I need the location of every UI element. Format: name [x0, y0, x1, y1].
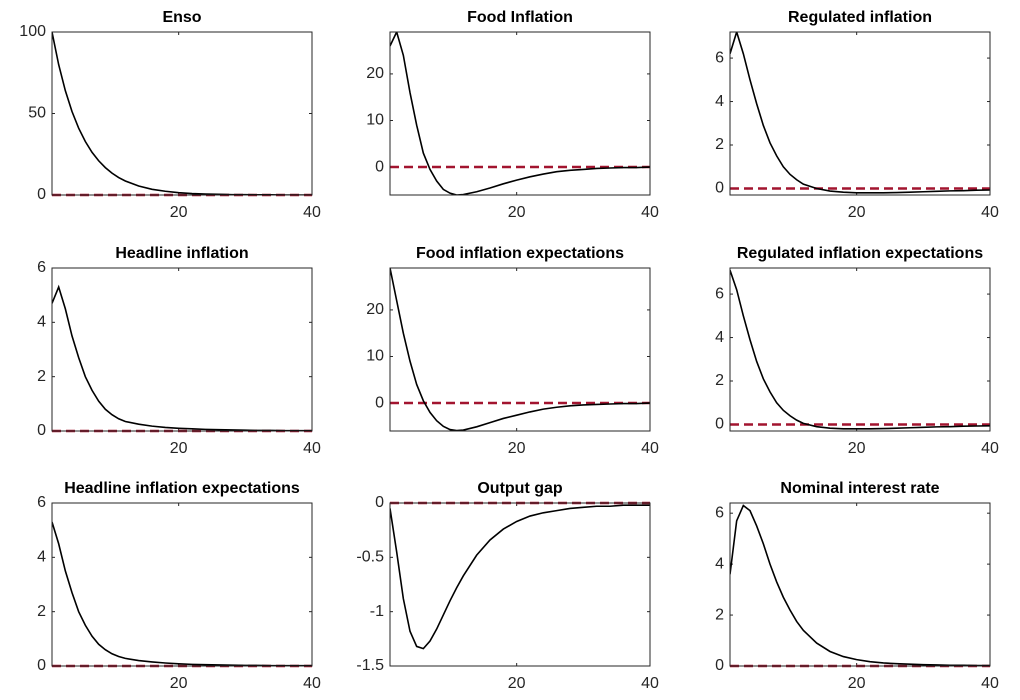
x-tick-label: 20 [508, 204, 526, 221]
axes-box [729, 267, 991, 432]
panel: Output gap -1.5 -1 -0.5 0 20 40 [356, 480, 659, 692]
panel-title: Headline inflation [115, 245, 248, 262]
panel: Food inflation expectations 0 10 20 20 40 [366, 245, 659, 457]
y-tick-label: 0 [715, 657, 724, 674]
response-line [730, 32, 990, 194]
y-tick-label: 0 [37, 422, 46, 439]
axes-box [389, 267, 651, 432]
panel-title: Regulated inflation expectations [737, 245, 983, 262]
y-tick-label: 0 [37, 186, 46, 203]
x-tick-label: 40 [303, 440, 321, 457]
y-tick-label: -1 [370, 603, 384, 620]
y-tick-label: 6 [715, 504, 724, 521]
x-tick-label: 20 [848, 204, 866, 221]
panel: Nominal interest rate 0 2 4 6 20 40 [715, 480, 999, 692]
x-tick-label: 20 [848, 440, 866, 457]
y-tick-label: 50 [28, 105, 46, 122]
y-tick-label: 0 [37, 657, 46, 674]
x-tick-label: 40 [303, 675, 321, 692]
axes-box [51, 31, 313, 196]
x-tick-label: 40 [641, 440, 659, 457]
response-line [730, 269, 990, 430]
response-line [390, 504, 650, 650]
panel: Headline inflation expectations 0 2 4 6 20 40 [37, 480, 321, 692]
panel-title: Output gap [477, 480, 563, 497]
y-tick-label: 6 [715, 49, 724, 66]
x-tick-label: 20 [170, 440, 188, 457]
panel-title: Enso [162, 9, 201, 26]
y-tick-label: 4 [715, 93, 724, 110]
axes-box [51, 502, 313, 667]
panel-title: Food Inflation [467, 9, 573, 26]
y-tick-label: 2 [715, 372, 724, 389]
x-tick-label: 40 [981, 440, 999, 457]
x-tick-label: 20 [508, 440, 526, 457]
panel: Regulated inflation expectations 0 2 4 6 20 40 [715, 245, 999, 457]
response-line [52, 521, 312, 666]
panel: Food Inflation 0 10 20 20 40 [366, 9, 659, 221]
y-tick-label: 0 [375, 394, 384, 411]
y-tick-label: 20 [366, 301, 384, 318]
y-tick-label: 6 [37, 259, 46, 276]
response-line [52, 32, 312, 195]
panel-title: Food inflation expectations [416, 245, 624, 262]
y-tick-label: -1.5 [356, 657, 384, 674]
y-tick-label: 6 [37, 494, 46, 511]
x-tick-label: 20 [170, 675, 188, 692]
axes-box [51, 267, 313, 432]
x-tick-label: 40 [641, 675, 659, 692]
panel: Enso 0 50 100 20 40 [19, 9, 321, 221]
y-tick-label: 4 [37, 549, 46, 566]
y-tick-label: 10 [366, 348, 384, 365]
axes-box [389, 31, 651, 196]
panel-title: Headline inflation expectations [64, 480, 300, 497]
y-tick-label: -0.5 [356, 549, 384, 566]
y-tick-label: 100 [19, 23, 46, 40]
panel-title: Nominal interest rate [780, 480, 939, 497]
y-tick-label: 0 [375, 158, 384, 175]
response-line [390, 268, 650, 431]
panel: Headline inflation 0 2 4 6 20 40 [37, 245, 321, 457]
y-tick-label: 4 [37, 314, 46, 331]
y-tick-label: 0 [715, 416, 724, 433]
y-tick-label: 20 [366, 65, 384, 82]
y-tick-label: 2 [715, 136, 724, 153]
y-tick-label: 6 [715, 285, 724, 302]
x-tick-label: 20 [508, 675, 526, 692]
x-tick-label: 20 [848, 675, 866, 692]
y-tick-label: 4 [715, 555, 724, 572]
y-tick-label: 4 [715, 329, 724, 346]
axes-box [729, 31, 991, 196]
y-tick-label: 2 [37, 368, 46, 385]
y-tick-label: 2 [715, 606, 724, 623]
response-line [730, 504, 990, 666]
x-tick-label: 40 [641, 204, 659, 221]
x-tick-label: 20 [170, 204, 188, 221]
response-line [390, 32, 650, 195]
x-tick-label: 40 [981, 204, 999, 221]
response-line [52, 284, 312, 431]
axes-box [729, 502, 991, 667]
x-tick-label: 40 [981, 675, 999, 692]
y-tick-label: 10 [366, 112, 384, 129]
panel-title: Regulated inflation [788, 9, 932, 26]
y-tick-label: 0 [375, 494, 384, 511]
y-tick-label: 2 [37, 603, 46, 620]
x-tick-label: 40 [303, 204, 321, 221]
y-tick-label: 0 [715, 180, 724, 197]
panel: Regulated inflation 0 2 4 6 20 40 [715, 9, 999, 221]
axes-box [389, 502, 651, 667]
